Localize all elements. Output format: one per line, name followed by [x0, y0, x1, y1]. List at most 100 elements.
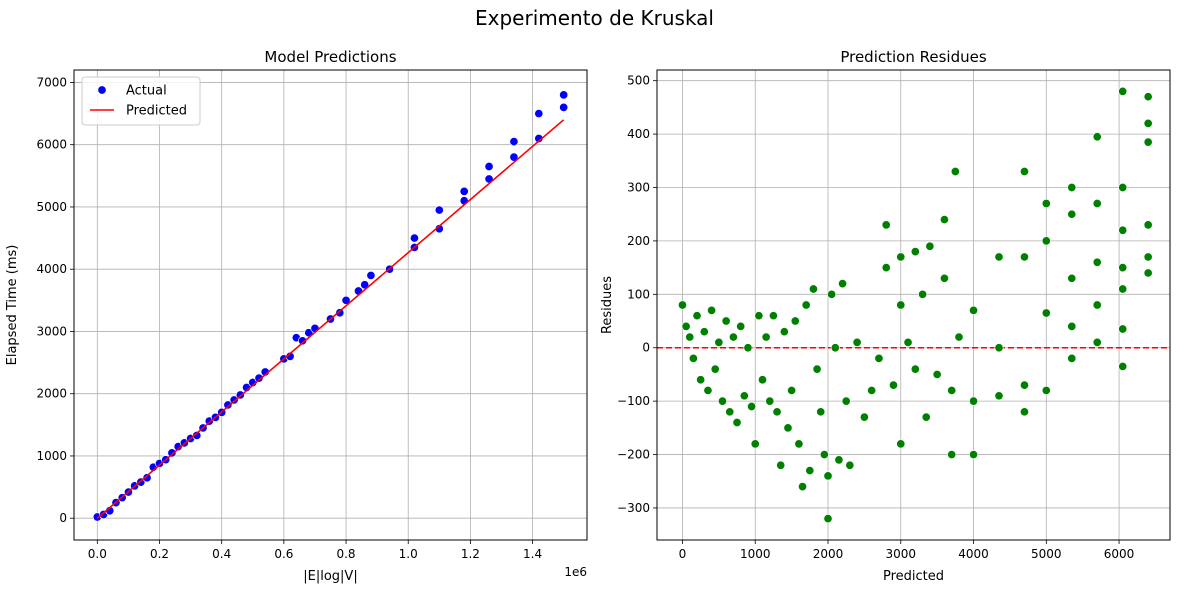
residues-x-tick-label: 0 [679, 547, 687, 561]
residues-data-point [896, 300, 906, 310]
residues-x-axis-label: Predicted [883, 569, 944, 584]
residues-y-tick-label: 500 [627, 74, 650, 88]
predictions-y-tick-label: 2000 [36, 387, 67, 401]
predictions-y-tick-label: 3000 [36, 324, 67, 338]
predictions-x-offset-label: 1e6 [564, 565, 587, 579]
residues-data-point [881, 220, 891, 230]
predictions-data-point [229, 395, 239, 405]
residues-data-point [736, 321, 746, 331]
residues-data-point [696, 375, 706, 385]
predictions-data-point [223, 400, 233, 410]
predictions-x-tick-label: 0.2 [150, 547, 169, 561]
residues-data-point [714, 337, 724, 347]
predictions-x-tick-label: 1.2 [461, 547, 480, 561]
predictions-y-tick-label: 7000 [36, 75, 67, 89]
residues-data-point [707, 305, 717, 315]
residues-data-point [827, 289, 837, 299]
predictions-data-point [409, 233, 419, 243]
residues-data-point [1067, 182, 1077, 193]
predictions-x-axis-label: |E|log|V| [303, 569, 357, 584]
residues-data-point [823, 471, 833, 481]
residues-data-point [768, 311, 778, 321]
residues-data-point [903, 337, 913, 347]
predictions-y-tick-label: 0 [59, 511, 67, 525]
residues-data-point [765, 396, 775, 406]
residues-data-point [881, 263, 891, 273]
predictions-x-tick-label: 0.6 [274, 547, 293, 561]
predictions-data-point [297, 336, 308, 346]
residues-data-point [968, 449, 979, 460]
figure-suptitle: Experimento de Kruskal [475, 6, 714, 30]
predictions-legend-box [81, 76, 201, 126]
residues-data-point [808, 284, 818, 294]
predictions-x-tick-label: 0.8 [336, 547, 355, 561]
residues-data-point [994, 252, 1004, 262]
residues-data-point [797, 482, 808, 492]
residues-data-point [947, 449, 957, 460]
residues-x-tick-label: 5000 [1031, 547, 1062, 561]
predictions-data-point [366, 270, 376, 280]
predictions-y-axis-label: Elapsed Time (ms) [5, 245, 20, 366]
residues-title: Prediction Residues [840, 48, 987, 66]
residues-data-point [845, 460, 855, 470]
residues-data-point [721, 316, 731, 326]
predictions-y-tick-label: 4000 [36, 262, 67, 276]
residues-data-point [761, 332, 771, 342]
residues-data-point [1118, 284, 1128, 294]
predictions-data-point [353, 286, 364, 296]
residues-data-point [994, 343, 1004, 353]
residues-data-point [1019, 252, 1030, 262]
residues-data-point [830, 343, 840, 353]
residues-data-point [968, 305, 979, 315]
residues-plot-area [657, 70, 1170, 540]
residues-data-point [677, 300, 688, 310]
residues-data-point [1118, 361, 1128, 371]
residues-data-point [1067, 321, 1077, 331]
residues-x-tick-label: 4000 [958, 547, 989, 561]
residues-data-point [747, 401, 757, 412]
residues-data-point [921, 412, 931, 422]
residues-data-point [939, 214, 949, 225]
residues-data-point [688, 353, 698, 363]
residues-data-point [1092, 300, 1102, 310]
residues-data-point [743, 343, 753, 353]
predictions-x-tick-label: 0.4 [212, 547, 231, 561]
residues-data-point [867, 385, 877, 396]
residues-data-point [1143, 220, 1153, 230]
residues-data-point [939, 273, 949, 283]
predictions-data-point [434, 205, 444, 215]
residues-data-point [874, 353, 884, 363]
predictions-x-tick-label: 1.0 [399, 547, 418, 561]
residues-y-tick-label: 400 [627, 127, 650, 141]
residues-data-point [681, 321, 691, 331]
residues-data-point [692, 311, 702, 321]
residues-y-tick-label: 100 [627, 287, 650, 301]
residues-data-point [728, 332, 738, 342]
residues-data-point [1143, 118, 1153, 128]
residues-y-tick-label: −300 [617, 501, 650, 515]
residues-data-point [776, 460, 786, 470]
predictions-data-point [341, 295, 351, 305]
residues-data-point [1143, 268, 1153, 278]
predictions-legend-label: Actual [126, 84, 167, 99]
predictions-data-point [559, 102, 569, 112]
residues-data-point [1067, 353, 1077, 363]
residues-data-point [852, 337, 862, 347]
predictions-data-point [459, 186, 469, 196]
residues-data-point [699, 327, 709, 337]
predictions-data-point [534, 109, 544, 119]
residues-data-point [805, 466, 815, 476]
residues-data-point [717, 396, 728, 406]
residues-y-tick-label: 300 [627, 181, 650, 195]
predictions-legend-label: Predicted [126, 104, 187, 119]
predictions-axes-frame [73, 69, 588, 541]
residues-data-point [925, 241, 935, 251]
residues-data-point [841, 396, 851, 406]
residues-data-point [918, 289, 928, 299]
residues-data-point [703, 385, 713, 396]
residues-data-point [950, 166, 960, 177]
residues-data-point [1118, 263, 1128, 273]
residues-data-point [954, 332, 964, 342]
predictions-data-point [484, 161, 494, 172]
